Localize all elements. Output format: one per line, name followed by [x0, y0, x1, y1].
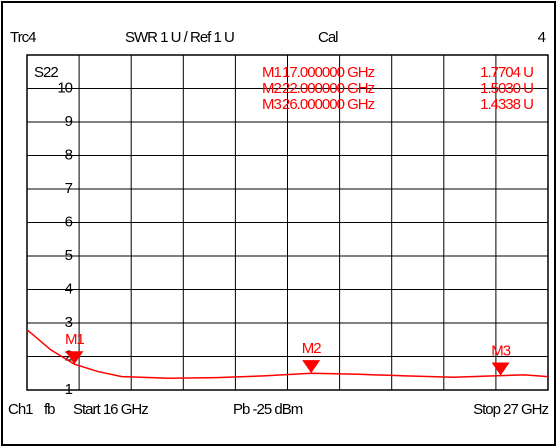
footer-start: Start 16 GHz	[73, 401, 148, 418]
y-tick-label: 5	[65, 247, 73, 264]
marker-label: M1	[65, 331, 84, 348]
footer-power: Pb -25 dBm	[233, 401, 303, 418]
marker-table-freq: 22.000000 GHz	[282, 80, 375, 97]
marker-label: M3	[491, 342, 510, 359]
y-tick-label: 6	[65, 213, 73, 230]
y-tick-label: 3	[65, 314, 73, 331]
marker-table-value: 1.5030 U	[480, 80, 533, 97]
y-tick-label: 8	[65, 146, 73, 163]
y-tick-label: 7	[65, 180, 73, 197]
channel-number: 4	[538, 29, 546, 46]
marker-table-value: 1.7704 U	[480, 64, 533, 81]
y-tick-label: 9	[65, 113, 73, 130]
marker-triangle	[491, 362, 510, 376]
marker-table-name: M1	[262, 64, 281, 81]
y-tick-label: 10	[57, 79, 72, 96]
footer-stop: Stop 27 GHz	[473, 401, 548, 418]
marker-triangle	[302, 360, 321, 374]
marker-table-freq: 17.000000 GHz	[282, 64, 375, 81]
footer-mode: fb	[44, 401, 55, 418]
y-tick-label: 4	[65, 280, 73, 297]
footer-channel: Ch1	[8, 401, 33, 418]
marker-table-name: M2	[262, 80, 281, 97]
marker-triangle	[65, 351, 84, 365]
marker-label: M2	[302, 340, 321, 357]
trace-label: Trc4	[10, 29, 36, 46]
y-tick-label: 1	[65, 381, 73, 398]
marker-table-name: M3	[262, 96, 281, 113]
cal-label: Cal	[318, 29, 338, 46]
format-label: SWR 1 U / Ref 1 U	[125, 29, 234, 46]
marker-table-value: 1.4338 U	[480, 96, 533, 113]
trace-line	[26, 329, 549, 380]
marker-table-freq: 26.000000 GHz	[282, 96, 375, 113]
y-label: S22	[34, 64, 58, 81]
